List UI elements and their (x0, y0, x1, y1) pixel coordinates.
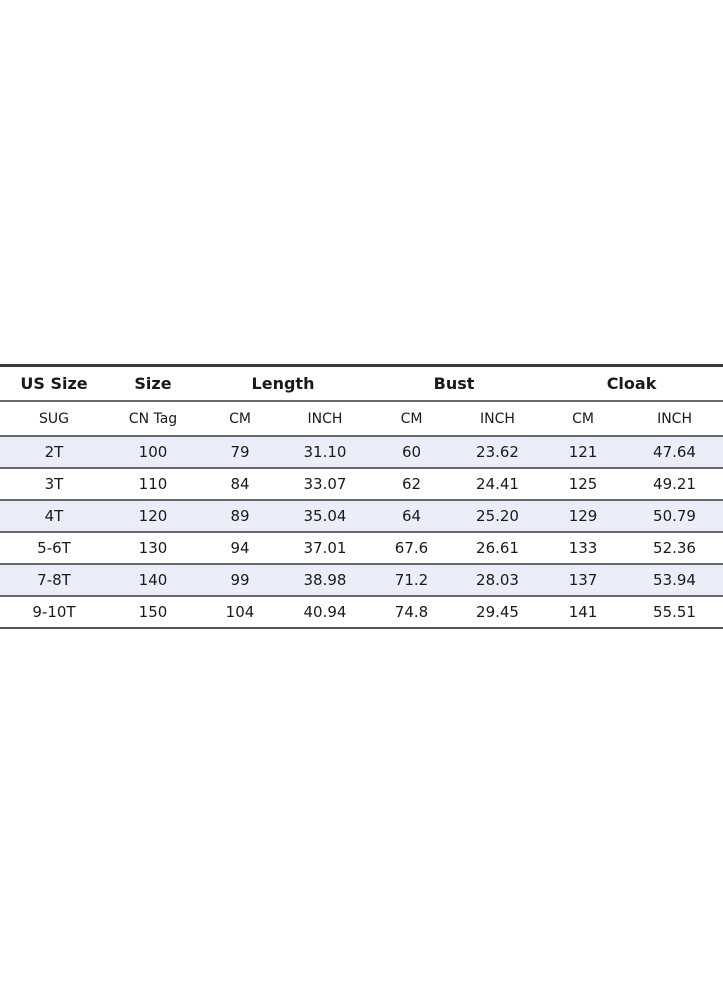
subheader-cell: INCH (455, 401, 541, 437)
table-cell: 29.45 (455, 596, 541, 629)
table-cell: 53.94 (626, 564, 723, 597)
subheader-cell: CM (198, 401, 282, 437)
table-cell: 140 (108, 564, 198, 597)
table-cell: 2T (0, 436, 108, 469)
table-cell: 9-10T (0, 596, 108, 629)
table-cell: 94 (198, 532, 282, 565)
table-cell: 64 (368, 500, 455, 533)
table-cell: 5-6T (0, 532, 108, 565)
subheader-cell: SUG (0, 401, 108, 437)
table-cell: 25.20 (455, 500, 541, 533)
table-cell: 62 (368, 468, 455, 501)
header-cloak: Cloak (540, 364, 723, 402)
table-cell: 4T (0, 500, 108, 533)
table-cell: 33.07 (282, 468, 368, 501)
table-cell: 3T (0, 468, 108, 501)
table-cell: 67.6 (368, 532, 455, 565)
table-row: 4T 120 89 35.04 64 25.20 129 50.79 (0, 500, 723, 533)
table-cell: 79 (198, 436, 282, 469)
subheader-cell: CN Tag (108, 401, 198, 437)
table-cell: 28.03 (455, 564, 541, 597)
table-cell: 84 (198, 468, 282, 501)
table-cell: 125 (540, 468, 627, 501)
header-us-size: US Size (0, 364, 108, 402)
header-row: US Size Size Length Bust Cloak (0, 364, 723, 402)
header-length: Length (198, 364, 368, 402)
table-cell: 104 (198, 596, 282, 629)
table-cell: 60 (368, 436, 455, 469)
table-cell: 130 (108, 532, 198, 565)
table-cell: 137 (540, 564, 627, 597)
table-cell: 120 (108, 500, 198, 533)
table-row: 9-10T 150 104 40.94 74.8 29.45 141 55.51 (0, 596, 723, 629)
table-cell: 129 (540, 500, 627, 533)
table-cell: 26.61 (455, 532, 541, 565)
table-row: 5-6T 130 94 37.01 67.6 26.61 133 52.36 (0, 532, 723, 565)
subheader-cell: CM (368, 401, 455, 437)
table-cell: 47.64 (626, 436, 723, 469)
table-cell: 89 (198, 500, 282, 533)
table-cell: 74.8 (368, 596, 455, 629)
table-cell: 35.04 (282, 500, 368, 533)
table-cell: 99 (198, 564, 282, 597)
table-cell: 141 (540, 596, 627, 629)
header-bust: Bust (368, 364, 541, 402)
table-cell: 37.01 (282, 532, 368, 565)
table-cell: 50.79 (626, 500, 723, 533)
table-cell: 38.98 (282, 564, 368, 597)
table-row: 7-8T 140 99 38.98 71.2 28.03 137 53.94 (0, 564, 723, 597)
table-cell: 7-8T (0, 564, 108, 597)
table-cell: 133 (540, 532, 627, 565)
table-cell: 40.94 (282, 596, 368, 629)
table-cell: 23.62 (455, 436, 541, 469)
table-cell: 31.10 (282, 436, 368, 469)
table-cell: 71.2 (368, 564, 455, 597)
table-cell: 24.41 (455, 468, 541, 501)
table-cell: 100 (108, 436, 198, 469)
table-row: 2T 100 79 31.10 60 23.62 121 47.64 (0, 436, 723, 469)
subheader-cell: INCH (282, 401, 368, 437)
subheader-row: SUG CN Tag CM INCH CM INCH CM INCH (0, 401, 723, 437)
table-cell: 49.21 (626, 468, 723, 501)
table-cell: 121 (540, 436, 627, 469)
table-cell: 150 (108, 596, 198, 629)
table-cell: 52.36 (626, 532, 723, 565)
subheader-cell: INCH (626, 401, 723, 437)
table-row: 3T 110 84 33.07 62 24.41 125 49.21 (0, 468, 723, 501)
size-chart-table: US Size Size Length Bust Cloak SUG CN Ta… (0, 364, 723, 629)
header-size: Size (108, 364, 198, 402)
subheader-cell: CM (540, 401, 627, 437)
table-cell: 55.51 (626, 596, 723, 629)
table-cell: 110 (108, 468, 198, 501)
